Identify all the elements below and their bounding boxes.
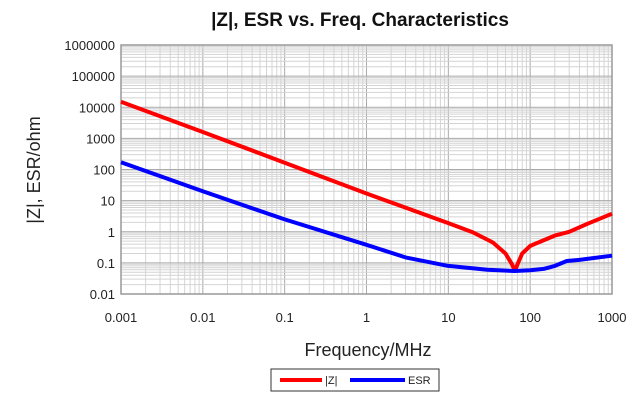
series-lines <box>120 99 613 273</box>
x-axis-label: Frequency/MHz <box>304 340 431 360</box>
x-axis-ticks: 0.001 0.01 0.1 1 10 100 1000 <box>105 310 627 325</box>
y-axis-label: |Z|, ESR/ohm <box>24 116 44 223</box>
y-tick-label: 100 <box>93 163 115 178</box>
x-tick-label: 100 <box>519 310 541 325</box>
chart-title: |Z|, ESR vs. Freq. Characteristics <box>211 10 509 31</box>
y-tick-label: 1000000 <box>64 38 115 53</box>
x-tick-label: 0.1 <box>276 310 294 325</box>
grid <box>120 45 612 295</box>
x-tick-label: 0.001 <box>105 310 138 325</box>
series-line-z <box>120 99 613 273</box>
legend-label-z: |Z| <box>325 375 337 387</box>
x-tick-label: 1 <box>363 310 370 325</box>
x-tick-label: 0.01 <box>190 310 215 325</box>
legend: |Z| ESR <box>270 368 440 392</box>
y-tick-label: 0.01 <box>90 287 115 302</box>
y-tick-label: 1000 <box>86 131 115 146</box>
plot-frame <box>120 44 613 295</box>
legend-label-esr: ESR <box>408 375 431 387</box>
y-tick-label: 10 <box>101 194 115 209</box>
y-tick-label: 0.1 <box>97 256 115 271</box>
y-tick-label: 1 <box>108 225 115 240</box>
y-tick-label: 100000 <box>72 69 115 84</box>
y-tick-label: 10000 <box>79 100 115 115</box>
series-line-esr <box>120 160 613 273</box>
x-tick-label: 1000 <box>598 310 627 325</box>
x-tick-label: 10 <box>441 310 455 325</box>
y-axis-ticks: 1000000 100000 10000 1000 100 10 1 0.1 0.01 <box>64 38 115 302</box>
